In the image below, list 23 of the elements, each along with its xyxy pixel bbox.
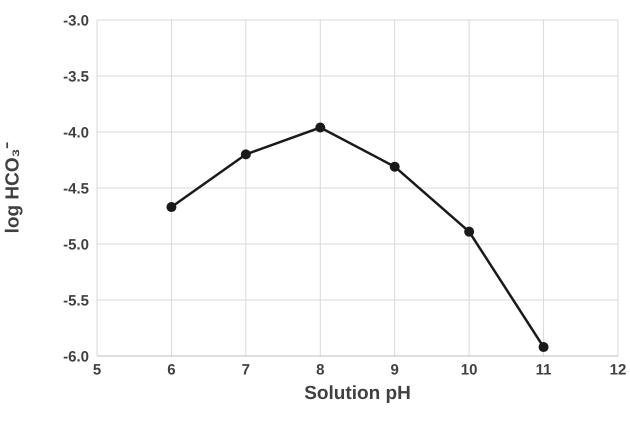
point: [390, 162, 400, 172]
y-tick-label: -4.0: [63, 124, 89, 142]
point: [166, 202, 176, 212]
point: [464, 226, 474, 237]
x-axis-title: Solution pH: [304, 383, 411, 404]
y-tick-label: -5.0: [63, 236, 89, 254]
y-tick-label: -3.5: [63, 68, 89, 86]
y-tick-label: -5.5: [63, 292, 89, 310]
x-tick-label: 5: [92, 362, 102, 379]
x-tick-label: 6: [167, 362, 176, 379]
point: [315, 122, 326, 133]
point: [538, 342, 549, 352]
y-tick-label: -4.5: [63, 180, 89, 198]
x-tick-label: 8: [316, 362, 324, 379]
x-tick-label: 11: [536, 362, 552, 379]
x-tick-label: 9: [390, 362, 399, 379]
y-axis-title: log HCO₃⁻: [2, 142, 24, 234]
y-tick-label: -6.0: [63, 348, 89, 366]
x-tick-label: 7: [242, 362, 250, 379]
x-tick-label: 12: [610, 362, 626, 379]
point: [240, 149, 251, 160]
x-tick-label: 10: [460, 362, 478, 379]
y-tick-label: -3.0: [63, 12, 89, 30]
